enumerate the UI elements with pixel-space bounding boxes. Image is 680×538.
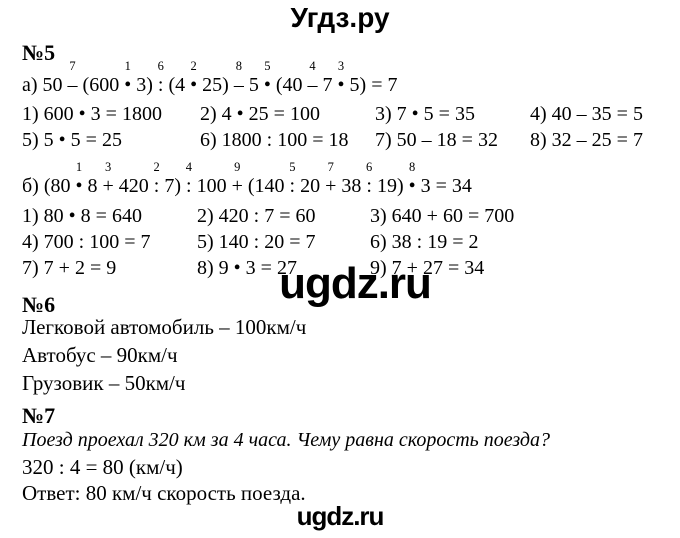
operator-with-order: 4– <box>307 59 318 96</box>
step-item: 4) 40 – 35 = 5 <box>530 103 643 125</box>
problem5-number: №5 <box>22 40 56 65</box>
operation-order-digit: 7 <box>69 59 76 73</box>
operator-with-order: 9 + <box>231 160 243 197</box>
operation-order-digit: 5 <box>264 59 271 73</box>
operator-with-order: 5 • <box>263 59 271 96</box>
speed-line-car: Легковой автомобиль – 100км/ч <box>22 315 307 339</box>
speed-line-bus: Автобус – 90км/ч <box>22 343 178 367</box>
operator-with-order: 1 • <box>124 59 132 96</box>
operator-with-order: 2 • <box>190 59 198 96</box>
steps-grid-a: 1) 600 • 3 = 1800 2) 4 • 25 = 100 3) 7 •… <box>22 101 672 153</box>
operation-order-digit: 6 <box>157 59 164 73</box>
operator-with-order: 8 • <box>408 160 416 197</box>
step-item: 1) 600 • 3 = 1800 <box>22 103 162 125</box>
step-item: 7) 50 – 18 = 32 <box>375 129 498 151</box>
operator-with-order: 3 + <box>102 160 114 197</box>
expression-b: б) (80 1 • 8 3 + 420 2: 7) 4: 100 9 + (140 … <box>22 160 472 197</box>
watermark-bottom: ugdz.ru <box>296 501 385 531</box>
operation-order-digit: 4 <box>309 59 316 73</box>
step-item: 2) 420 : 7 = 60 <box>197 205 316 227</box>
step-item: 5) 140 : 20 = 7 <box>197 231 316 253</box>
operation-order-digit: 1 <box>124 59 131 73</box>
operator-with-order: 3 • <box>337 59 345 96</box>
steps-grid-b: 1) 80 • 8 = 640 2) 420 : 7 = 60 3) 640 +… <box>22 203 672 281</box>
operator-with-order: 1 • <box>75 160 83 197</box>
step-item: 6) 1800 : 100 = 18 <box>200 129 349 151</box>
problem7-question: Поезд проехал 320 км за 4 часа. Чему рав… <box>22 429 551 451</box>
operator-with-order: 7 + <box>325 160 337 197</box>
step-item: 3) 640 + 60 = 700 <box>370 205 515 227</box>
operation-order-digit: 5 <box>289 160 296 174</box>
operation-order-digit: 4 <box>185 160 192 174</box>
problem7-solution: 320 : 4 = 80 (км/ч) <box>22 455 183 479</box>
problem7-number: №7 <box>22 403 56 428</box>
step-item: 6) 38 : 19 = 2 <box>370 231 479 253</box>
speed-line-truck: Грузовик – 50км/ч <box>22 371 186 395</box>
operation-order-digit: 9 <box>234 160 241 174</box>
step-item: 2) 4 • 25 = 100 <box>200 103 320 125</box>
step-item: 8) 9 • 3 = 27 <box>197 257 297 279</box>
operator-with-order: 7– <box>67 59 78 96</box>
watermark-large: ugdz.ru <box>279 259 432 308</box>
operator-with-order: 6: <box>366 160 373 197</box>
problem7-answer: Ответ: 80 км/ч скорость поезда. <box>22 481 306 505</box>
operation-order-digit: 1 <box>75 160 83 174</box>
site-title: Угдз.ру <box>290 2 390 33</box>
step-item: 4) 700 : 100 = 7 <box>22 231 151 253</box>
step-item: 7) 7 + 2 = 9 <box>22 257 117 279</box>
expression-a: а) 50 7– (600 1 • 3) 6: (4 2 • 25) 8– 5 5 •… <box>22 59 398 96</box>
operation-order-digit: 2 <box>190 59 197 73</box>
step-item: 5) 5 • 5 = 25 <box>22 129 122 151</box>
operation-order-digit: 3 <box>105 160 112 174</box>
step-item: 3) 7 • 5 = 35 <box>375 103 475 125</box>
operation-order-digit: 8 <box>409 160 416 174</box>
operator-with-order: 2: <box>153 160 160 197</box>
operator-with-order: 5: <box>289 160 296 197</box>
step-item: 9) 7 + 27 = 34 <box>370 257 485 279</box>
operator-with-order: 4: <box>185 160 192 197</box>
operation-order-digit: 3 <box>337 59 345 73</box>
problem6-text: Легковой автомобиль – 100км/ч Автобус – … <box>22 313 306 397</box>
step-item: 8) 32 – 25 = 7 <box>530 129 643 151</box>
step-item: 1) 80 • 8 = 640 <box>22 205 142 227</box>
operator-with-order: 6: <box>157 59 164 96</box>
operation-order-digit: 8 <box>235 59 242 73</box>
operation-order-digit: 2 <box>153 160 160 174</box>
operator-with-order: 8– <box>233 59 244 96</box>
problem6-number: №6 <box>22 292 56 317</box>
operation-order-digit: 6 <box>366 160 373 174</box>
operation-order-digit: 7 <box>327 160 334 174</box>
